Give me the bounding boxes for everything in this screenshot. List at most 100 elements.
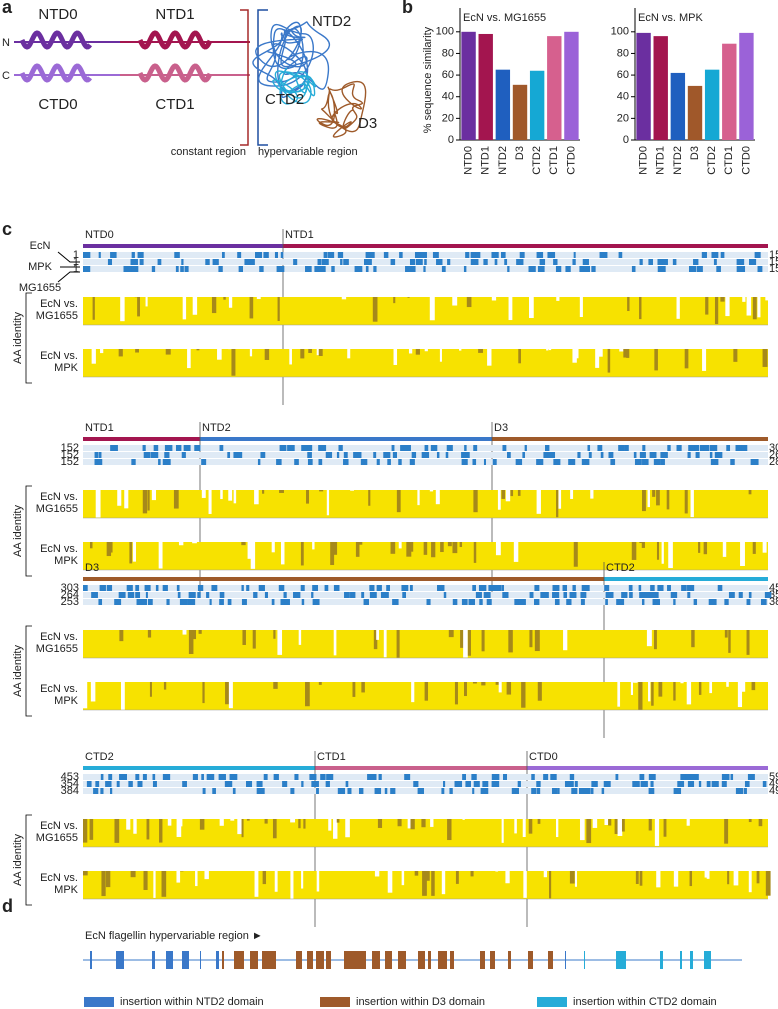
seq-start: 1: [73, 263, 79, 275]
alignment-block: [736, 266, 745, 272]
chart-title: EcN vs. MPK: [638, 12, 703, 24]
row-label: MG1655: [36, 832, 78, 844]
identity-dip: [748, 819, 752, 823]
identity-dip: [435, 490, 440, 505]
insertion: [250, 951, 258, 969]
alignment-block: [534, 599, 540, 605]
identity-dip: [595, 349, 600, 368]
terminus: N: [2, 37, 10, 49]
bar: [495, 69, 511, 140]
alignment-block: [648, 788, 655, 794]
identity-dip: [396, 490, 401, 513]
alignment-block: [461, 459, 468, 465]
y-axis-label: % sequence similarity: [422, 26, 434, 133]
alignment-block: [376, 459, 380, 465]
alignment-block: [571, 788, 578, 794]
alignment-block: [749, 259, 757, 265]
alignment-block: [446, 445, 453, 451]
identity-dip: [638, 682, 643, 710]
alignment-block: [83, 266, 91, 272]
insertion: [222, 951, 224, 969]
identity-dip: [126, 819, 131, 830]
identity-dip: [724, 630, 728, 638]
alignment-block: [126, 585, 133, 591]
alignment-block: [597, 445, 603, 451]
identity-dip: [656, 542, 660, 560]
identity-dip: [114, 819, 120, 843]
identity-dip: [724, 819, 729, 844]
row-label: MPK: [54, 695, 79, 707]
identity-dip: [374, 871, 380, 877]
identity-dip: [196, 349, 200, 351]
alignment-block: [162, 459, 171, 465]
alignment-block: [465, 252, 470, 258]
identity-dip: [406, 542, 412, 557]
alignment-block: [361, 592, 365, 598]
alignment-block: [305, 266, 312, 272]
identity-dip: [746, 630, 750, 655]
row-brace: [25, 625, 32, 717]
alignment-block: [545, 445, 550, 451]
identity-dip: [651, 682, 654, 706]
identity-dip: [690, 490, 694, 518]
alignment-block: [374, 788, 382, 794]
alignment-block: [157, 259, 162, 265]
seq-end: 151: [769, 256, 778, 268]
alignment-block: [760, 599, 767, 605]
identity-dip: [326, 490, 330, 516]
insertion: [704, 951, 711, 969]
alignment-block: [354, 266, 363, 272]
alignment-block: [703, 445, 710, 451]
identity-dip: [90, 682, 96, 702]
alignment-block: [188, 445, 191, 451]
identity-dip: [572, 349, 577, 363]
identity-dip: [83, 682, 88, 709]
alignment-block: [110, 445, 118, 451]
identity-dip: [355, 542, 360, 557]
x-tick-label: NTD1: [480, 146, 492, 175]
identity-dip: [740, 542, 745, 567]
x-tick-label: CTD0: [740, 146, 752, 175]
alignment-block: [461, 452, 469, 458]
alignment-block: [642, 445, 646, 451]
alignment-block: [640, 781, 648, 787]
domain-label: CTD2: [265, 91, 304, 108]
alignment-block: [287, 445, 295, 451]
identity-dip: [410, 542, 414, 552]
alignment-block: [687, 452, 691, 458]
alignment-block: [673, 599, 676, 605]
identity-dip: [159, 819, 163, 843]
alignment-block: [130, 259, 138, 265]
identity-dip: [228, 682, 233, 709]
alignment-block: [241, 585, 244, 591]
alignment-block: [605, 599, 608, 605]
identity-dip: [752, 297, 757, 320]
alignment-block: [454, 781, 463, 787]
alignment-row: [83, 788, 768, 794]
seq-end: 283: [769, 456, 778, 468]
identity-dip: [652, 490, 656, 497]
alignment-block: [721, 774, 730, 780]
alignment-block: [390, 788, 396, 794]
identity-dip: [149, 682, 152, 697]
row-label: EcN vs.: [40, 683, 78, 695]
alignment-block: [357, 452, 362, 458]
alignment-block: [187, 599, 196, 605]
alignment-block: [750, 459, 759, 465]
alignment-block: [403, 445, 411, 451]
alignment-block: [153, 445, 159, 451]
alignment-block: [229, 774, 238, 780]
species-brace: [57, 251, 80, 283]
alignment-block: [164, 452, 170, 458]
alignment-block: [206, 774, 215, 780]
identity-dip: [300, 349, 305, 359]
alignment-block: [468, 599, 475, 605]
insertion: [316, 951, 324, 969]
alignment-block: [631, 266, 636, 272]
identity-dip: [579, 819, 585, 841]
alignment-block: [318, 445, 327, 451]
alignment-block: [537, 266, 545, 272]
bar: [636, 32, 651, 140]
identity-dip: [273, 630, 276, 639]
alignment-block: [353, 452, 361, 458]
